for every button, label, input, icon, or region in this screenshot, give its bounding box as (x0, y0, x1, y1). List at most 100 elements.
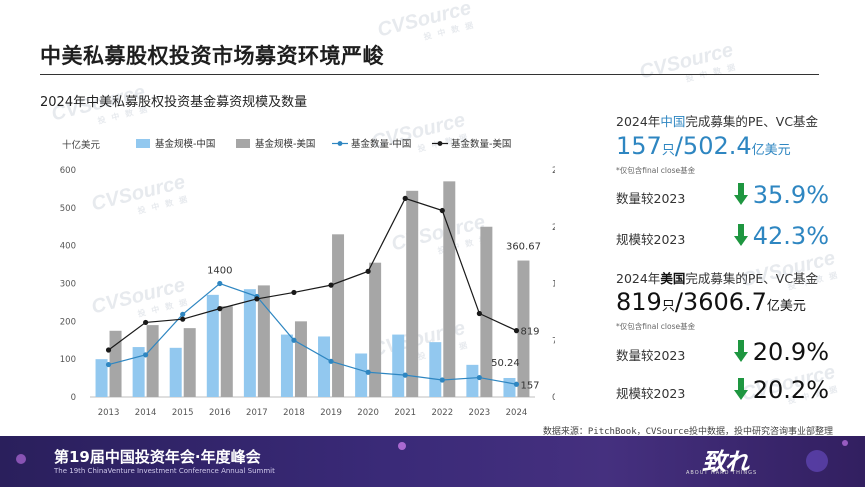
point-us-count (365, 268, 371, 274)
data-label: 157 (520, 380, 539, 391)
x-tick-label: 2022 (431, 408, 453, 418)
down-arrow-icon (734, 183, 748, 205)
x-tick-label: 2019 (320, 408, 342, 418)
footer-logo-caption: ABOUT HARD THINGS (686, 470, 758, 476)
line-us-count (108, 197, 517, 351)
bar-china-amount (355, 353, 368, 397)
us-count-change: 20.9% (752, 338, 829, 366)
x-tick-label: 2023 (469, 408, 491, 418)
bar-china-amount (429, 342, 442, 397)
data-label: 50.24 (491, 358, 520, 369)
point-china-count (365, 369, 371, 375)
us-count-change-label: 数量较2023 (616, 348, 686, 363)
data-label: 819 (520, 327, 539, 338)
us-note: *仅包含final close基金 (616, 322, 696, 331)
point-us-count (402, 195, 408, 201)
x-tick-label: 2021 (394, 408, 416, 418)
bar-us-amount (294, 321, 307, 397)
us-amount-change: 20.2% (752, 376, 829, 404)
data-label: 1400 (207, 266, 232, 277)
y-tick-label-left: 300 (60, 280, 76, 290)
point-china-count (328, 358, 334, 364)
bar-china-amount (280, 334, 293, 397)
y-axis-left-label: 十亿美元 (62, 139, 101, 151)
y-tick-label-left: 0 (71, 393, 76, 403)
china-amount-change-label: 规模较2023 (616, 232, 686, 247)
footer-logo: 致れ (702, 448, 749, 476)
footer-title: 第19届中国投资年会·年度峰会 (54, 448, 261, 466)
x-tick-label: 2016 (209, 408, 231, 418)
point-us-count (439, 207, 445, 214)
bar-china-amount (503, 377, 516, 397)
point-china-count (513, 381, 520, 387)
footer-subtitle: The 19th ChinaVenture Investment Confere… (54, 467, 275, 475)
line-china-count (108, 282, 517, 385)
x-tick-label: 2024 (506, 408, 528, 418)
chart-area: 十亿美元只01002003004005006000700140021002800… (60, 138, 555, 418)
legend-label: 基金规模-中国 (155, 138, 215, 150)
bar-china-amount (243, 289, 256, 397)
us-amount-change-label: 规模较2023 (616, 386, 686, 401)
bar-us-amount (369, 262, 382, 397)
china-fund-count: 157 (616, 132, 662, 160)
china-total: 157只/502.4亿美元 (616, 132, 791, 160)
y-tick-label-right: 700 (552, 336, 555, 346)
legend-swatch (136, 139, 150, 148)
bar-china-amount (95, 359, 108, 397)
bar-us-amount (406, 190, 419, 397)
bar-us-amount (443, 181, 456, 397)
point-china-count (217, 280, 223, 287)
y-tick-label-right: 0 (552, 393, 555, 403)
data-source: 数据来源：PitchBook，CVSource投中数据，投中研究咨询事业部整理 (542, 427, 833, 437)
bar-us-amount (183, 328, 196, 397)
point-china-count (439, 377, 445, 383)
title-divider (40, 74, 819, 75)
x-tick-label: 2018 (283, 408, 305, 418)
down-arrow-icon (734, 224, 748, 246)
y-tick-label-right: 2800 (552, 166, 555, 176)
y-tick-label-left: 600 (60, 166, 76, 176)
point-us-count (291, 289, 297, 296)
china-fund-amount: 502.4 (682, 132, 752, 160)
x-tick-label: 2017 (246, 408, 268, 418)
y-tick-label-right: 1400 (552, 280, 555, 290)
point-us-count (217, 306, 223, 312)
chart-title: 2024年中美私募股权投资基金募资规模及数量 (40, 95, 308, 110)
x-tick-label: 2020 (357, 408, 379, 418)
bar-china-amount (318, 336, 331, 397)
china-note: *仅包含final close基金 (616, 166, 696, 175)
legend-label: 基金数量-美国 (451, 138, 511, 150)
y-tick-label-right: 2100 (552, 223, 555, 233)
point-china-count (143, 352, 149, 358)
down-arrow-icon (734, 340, 748, 362)
china-amount-change: 42.3% (752, 222, 829, 250)
legend-label: 基金数量-中国 (351, 138, 411, 150)
us-panel-heading: 2024年美国完成募集的PE、VC基金 (616, 271, 819, 286)
bar-us-amount (257, 285, 270, 397)
china-count-change: 35.9% (752, 181, 829, 209)
x-tick-label: 2015 (172, 408, 194, 418)
y-tick-label-left: 400 (60, 242, 76, 252)
point-us-count (328, 282, 334, 288)
china-count-change-label: 数量较2023 (616, 191, 686, 206)
y-tick-label-left: 200 (60, 317, 76, 327)
point-us-count (476, 310, 482, 317)
bar-china-amount (132, 347, 145, 397)
decor-dot (398, 442, 406, 450)
point-china-count (291, 337, 297, 343)
point-us-count (143, 319, 149, 326)
point-us-count (513, 328, 520, 334)
y-tick-label-left: 500 (60, 204, 76, 214)
legend-marker (437, 141, 443, 146)
bar-us-amount (146, 325, 159, 397)
bar-us-amount (332, 234, 345, 397)
legend-marker (337, 141, 343, 146)
y-tick-label-left: 100 (60, 355, 76, 365)
point-us-count (254, 296, 260, 302)
decor-dot (16, 454, 26, 464)
x-tick-label: 2014 (135, 408, 157, 418)
bar-china-amount (392, 334, 405, 397)
decor-dot (806, 450, 828, 472)
